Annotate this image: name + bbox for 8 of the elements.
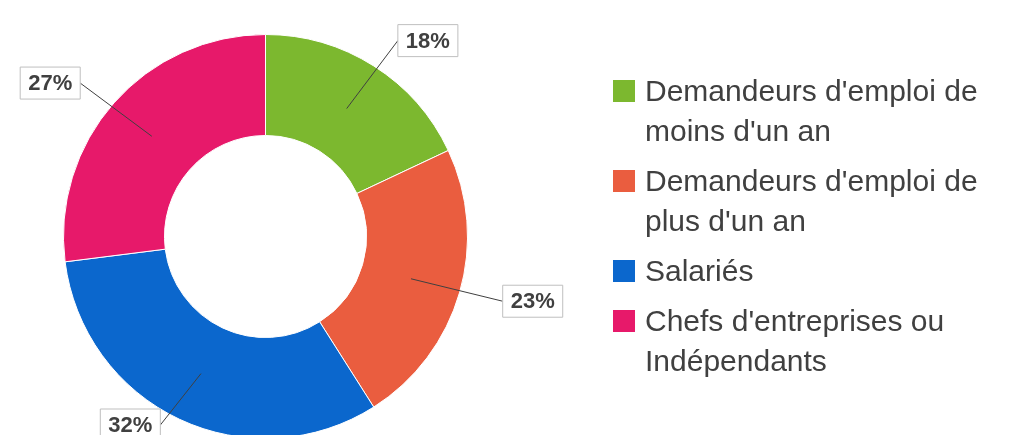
- data-label: 18%: [405, 27, 450, 53]
- data-label: 32%: [108, 412, 153, 435]
- legend-label: Chefs d'entreprises ou Indépendants: [645, 302, 946, 379]
- legend-label: Salariés: [645, 252, 754, 289]
- data-label: 23%: [510, 288, 555, 314]
- legend-label: Demandeurs d'emploi de plus d'un an: [645, 162, 979, 239]
- data-label: 27%: [28, 70, 73, 96]
- legend-label: Demandeurs d'emploi de moins d'un an: [645, 72, 979, 149]
